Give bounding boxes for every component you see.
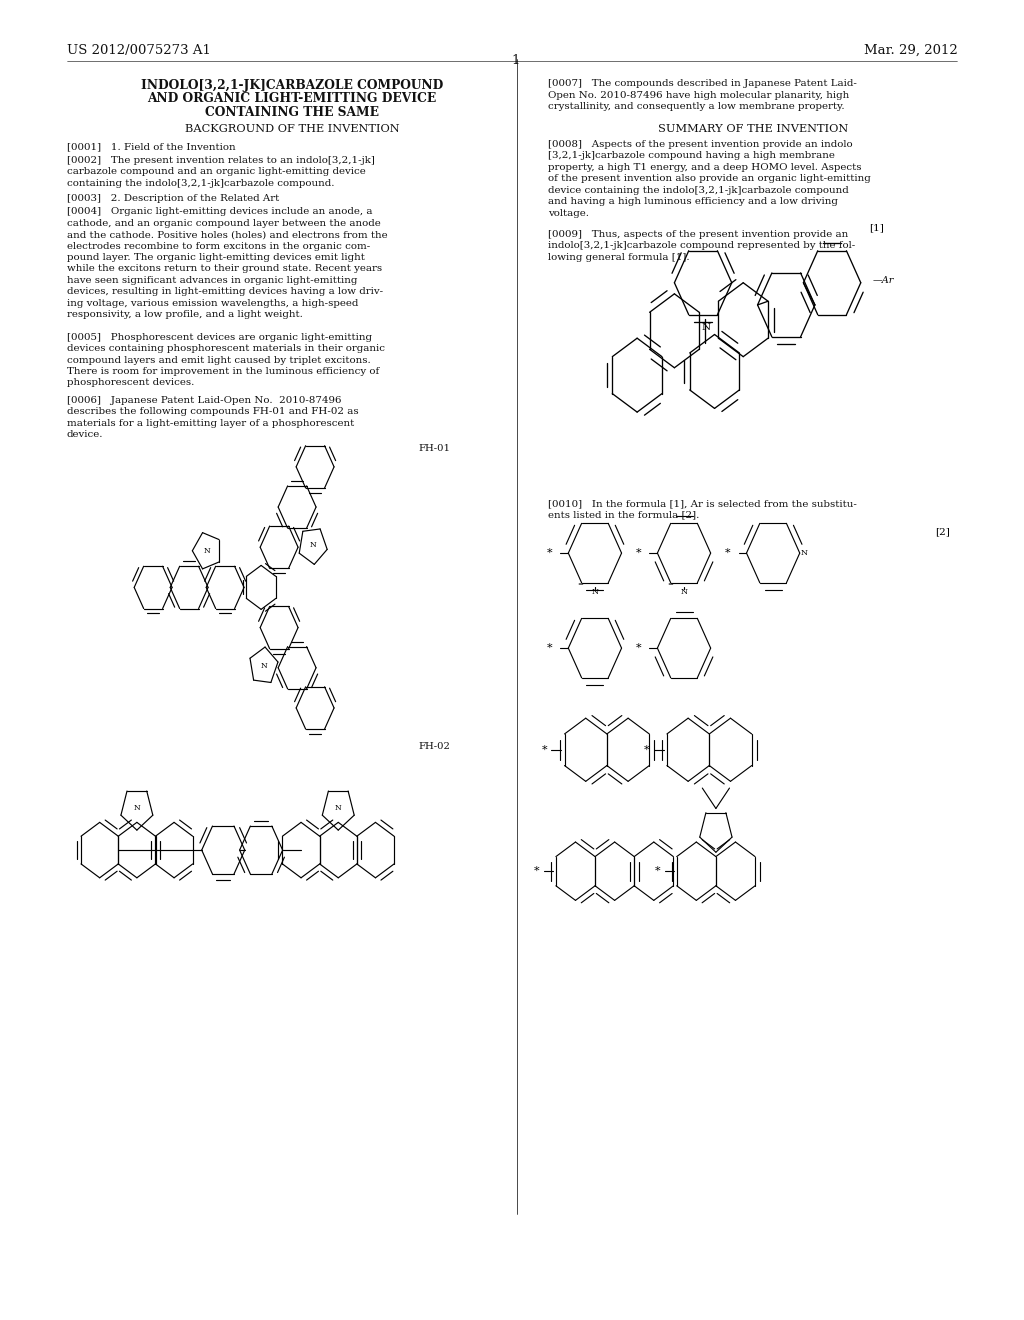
Text: N: N xyxy=(335,804,342,813)
Text: INDOLO[3,2,1-JK]CARBAZOLE COMPOUND: INDOLO[3,2,1-JK]CARBAZOLE COMPOUND xyxy=(140,79,443,92)
Text: [0008]   Aspects of the present invention provide an indolo
[3,2,1-jk]carbazole : [0008] Aspects of the present invention … xyxy=(548,140,870,218)
Text: *: * xyxy=(542,744,547,755)
Text: [0004]   Organic light-emitting devices include an anode, a
cathode, and an orga: [0004] Organic light-emitting devices in… xyxy=(67,207,387,319)
Text: [0001]   1. Field of the Invention: [0001] 1. Field of the Invention xyxy=(67,143,236,152)
Text: =: = xyxy=(667,581,673,587)
Text: N: N xyxy=(592,587,598,595)
Text: AND ORGANIC LIGHT-EMITTING DEVICE: AND ORGANIC LIGHT-EMITTING DEVICE xyxy=(147,92,436,106)
Text: 1: 1 xyxy=(512,54,520,67)
Text: *: * xyxy=(636,643,642,653)
Text: N: N xyxy=(260,663,267,671)
Text: —Ar: —Ar xyxy=(872,276,894,285)
Text: FH-01: FH-01 xyxy=(419,444,451,453)
Text: BACKGROUND OF THE INVENTION: BACKGROUND OF THE INVENTION xyxy=(184,124,399,135)
Text: [0002]   The present invention relates to an indolo[3,2,1-jk]
carbazole compound: [0002] The present invention relates to … xyxy=(67,156,375,187)
Text: CONTAINING THE SAME: CONTAINING THE SAME xyxy=(205,106,379,119)
Text: N: N xyxy=(133,804,140,813)
Text: N: N xyxy=(681,587,687,595)
Text: *: * xyxy=(535,866,540,876)
Text: US 2012/0075273 A1: US 2012/0075273 A1 xyxy=(67,44,211,57)
Text: N: N xyxy=(309,541,316,549)
Text: *: * xyxy=(655,866,660,876)
Text: *: * xyxy=(547,548,553,558)
Text: [0009]   Thus, aspects of the present invention provide an
indolo[3,2,1-jk]carba: [0009] Thus, aspects of the present inve… xyxy=(548,230,855,261)
Text: [0007]   The compounds described in Japanese Patent Laid-
Open No. 2010-87496 ha: [0007] The compounds described in Japane… xyxy=(548,79,857,111)
Text: [0003]   2. Description of the Related Art: [0003] 2. Description of the Related Art xyxy=(67,194,279,203)
Text: Mar. 29, 2012: Mar. 29, 2012 xyxy=(863,44,957,57)
Text: N: N xyxy=(701,322,711,331)
Text: *: * xyxy=(547,643,553,653)
Text: [1]: [1] xyxy=(868,223,884,232)
Text: *: * xyxy=(725,548,731,558)
Text: N: N xyxy=(204,546,211,554)
Text: [0005]   Phosphorescent devices are organic light-emitting
devices containing ph: [0005] Phosphorescent devices are organi… xyxy=(67,333,385,388)
Text: [2]: [2] xyxy=(935,528,950,536)
Text: [0006]   Japanese Patent Laid-Open No.  2010-87496
describes the following compo: [0006] Japanese Patent Laid-Open No. 201… xyxy=(67,396,358,440)
Text: =: = xyxy=(578,581,584,587)
Text: FH-02: FH-02 xyxy=(419,742,451,751)
Text: *: * xyxy=(644,744,649,755)
Text: *: * xyxy=(636,548,642,558)
Text: [0010]   In the formula [1], Ar is selected from the substitu-
ents listed in th: [0010] In the formula [1], Ar is selecte… xyxy=(548,499,857,519)
Text: SUMMARY OF THE INVENTION: SUMMARY OF THE INVENTION xyxy=(657,124,848,135)
Text: N: N xyxy=(800,549,807,557)
